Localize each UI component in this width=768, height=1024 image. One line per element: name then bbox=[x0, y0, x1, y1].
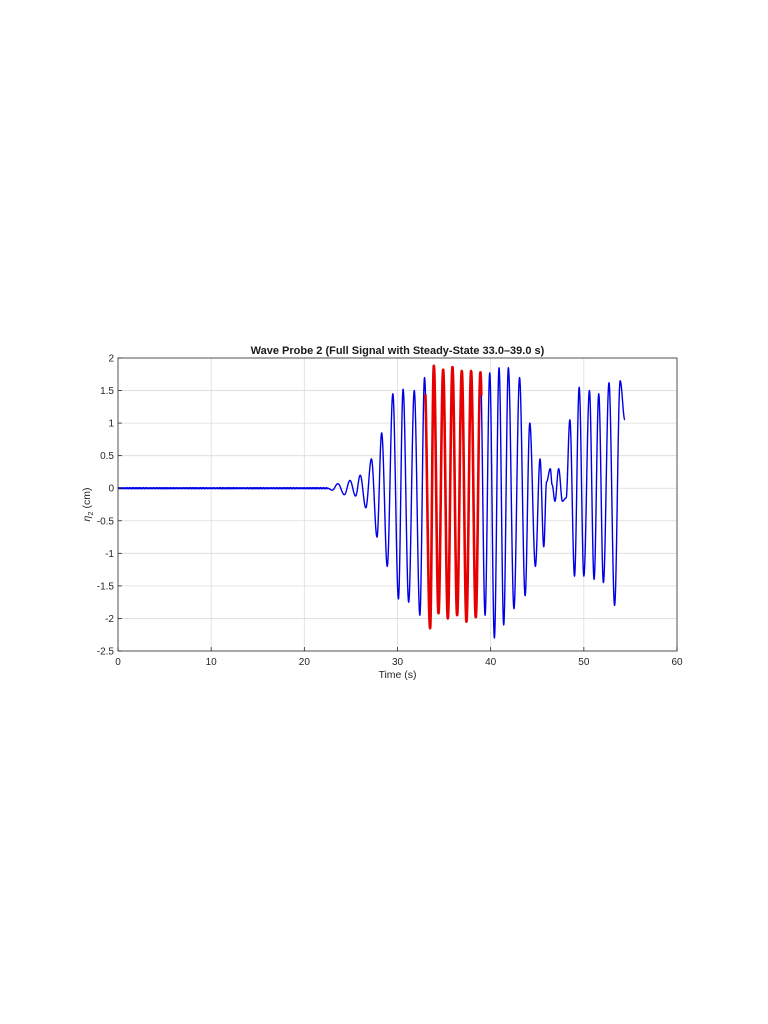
y-axis-ticks: 2 1.5 1 0.5 0 -0.5 -1 -1.5 -2 -2.5 bbox=[97, 354, 122, 658]
y-axis-label-unit: (cm) bbox=[81, 487, 93, 508]
y-tick-label-8: -2 bbox=[105, 614, 114, 625]
x-tick-label-4: 40 bbox=[485, 657, 497, 668]
plot-area: 0 10 20 30 40 50 60 2 1.5 1 0.5 0 -0.5 -1 -1.5 -2 -2.5 bbox=[97, 354, 683, 669]
y-axis-label-subscript: 2 bbox=[86, 511, 95, 515]
x-tick-label-6: 60 bbox=[671, 657, 683, 668]
y-tick-label-3: 0.5 bbox=[100, 451, 114, 462]
y-tick-label-9: -2.5 bbox=[97, 647, 115, 658]
y-tick-label-1: 1.5 bbox=[100, 386, 114, 397]
x-tick-label-2: 20 bbox=[299, 657, 311, 668]
y-tick-label-7: -1.5 bbox=[97, 581, 115, 592]
full-signal-line bbox=[117, 365, 626, 639]
y-tick-label-2: 1 bbox=[108, 419, 114, 430]
chart-title: Wave Probe 2 (Full Signal with Steady-St… bbox=[251, 345, 545, 357]
steady-state-line bbox=[424, 364, 483, 630]
y-tick-label-5: -0.5 bbox=[97, 516, 115, 527]
x-tick-label-5: 50 bbox=[578, 657, 590, 668]
x-tick-label-3: 30 bbox=[392, 657, 404, 668]
y-axis-label-symbol: η bbox=[81, 516, 93, 522]
y-tick-label-4: 0 bbox=[108, 484, 114, 495]
y-tick-label-6: -1 bbox=[105, 549, 114, 560]
y-axis-label: η2 (cm) bbox=[81, 487, 95, 521]
x-axis-ticks: 0 10 20 30 40 50 60 bbox=[115, 647, 683, 668]
y-tick-label-0: 2 bbox=[108, 354, 114, 365]
x-tick-label-1: 10 bbox=[206, 657, 218, 668]
x-axis-label: Time (s) bbox=[378, 669, 416, 681]
series-group bbox=[117, 364, 626, 639]
x-tick-label-0: 0 bbox=[115, 657, 121, 668]
